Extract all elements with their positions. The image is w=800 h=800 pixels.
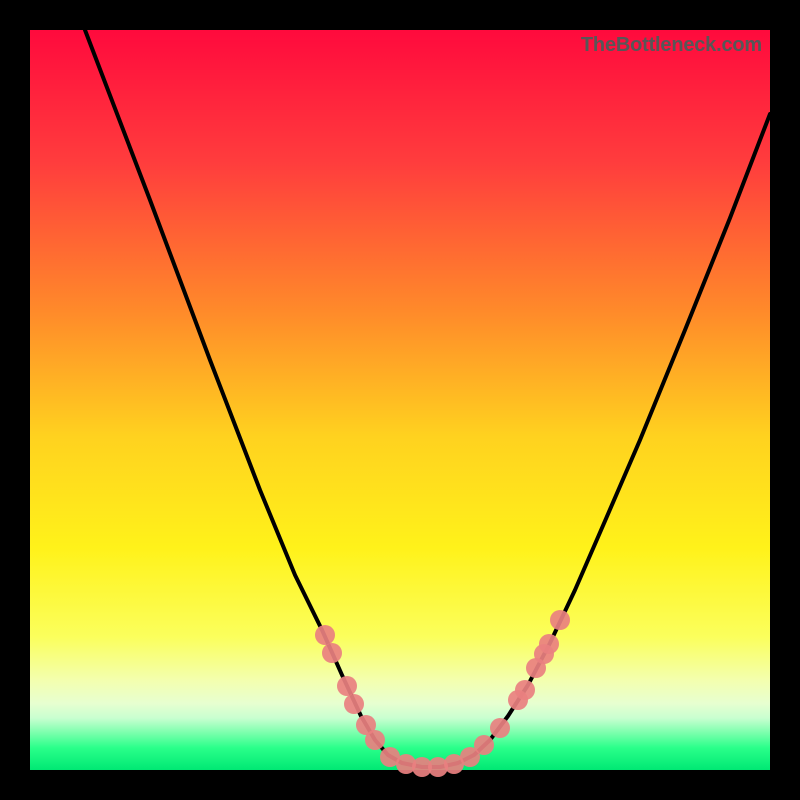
data-marker: [550, 610, 570, 630]
frame-border-bottom: [0, 770, 800, 800]
frame-border-top: [0, 0, 800, 30]
data-marker: [515, 680, 535, 700]
data-marker: [337, 676, 357, 696]
frame-border-left: [0, 0, 30, 800]
data-marker: [322, 643, 342, 663]
data-marker: [490, 718, 510, 738]
data-marker: [539, 634, 559, 654]
chart-frame: TheBottleneck.com: [0, 0, 800, 800]
data-marker: [365, 730, 385, 750]
plot-area: TheBottleneck.com: [30, 30, 770, 770]
markers-layer: [30, 30, 770, 770]
frame-border-right: [770, 0, 800, 800]
data-marker: [474, 735, 494, 755]
watermark-text: TheBottleneck.com: [581, 34, 762, 57]
data-marker: [315, 625, 335, 645]
data-marker: [344, 694, 364, 714]
